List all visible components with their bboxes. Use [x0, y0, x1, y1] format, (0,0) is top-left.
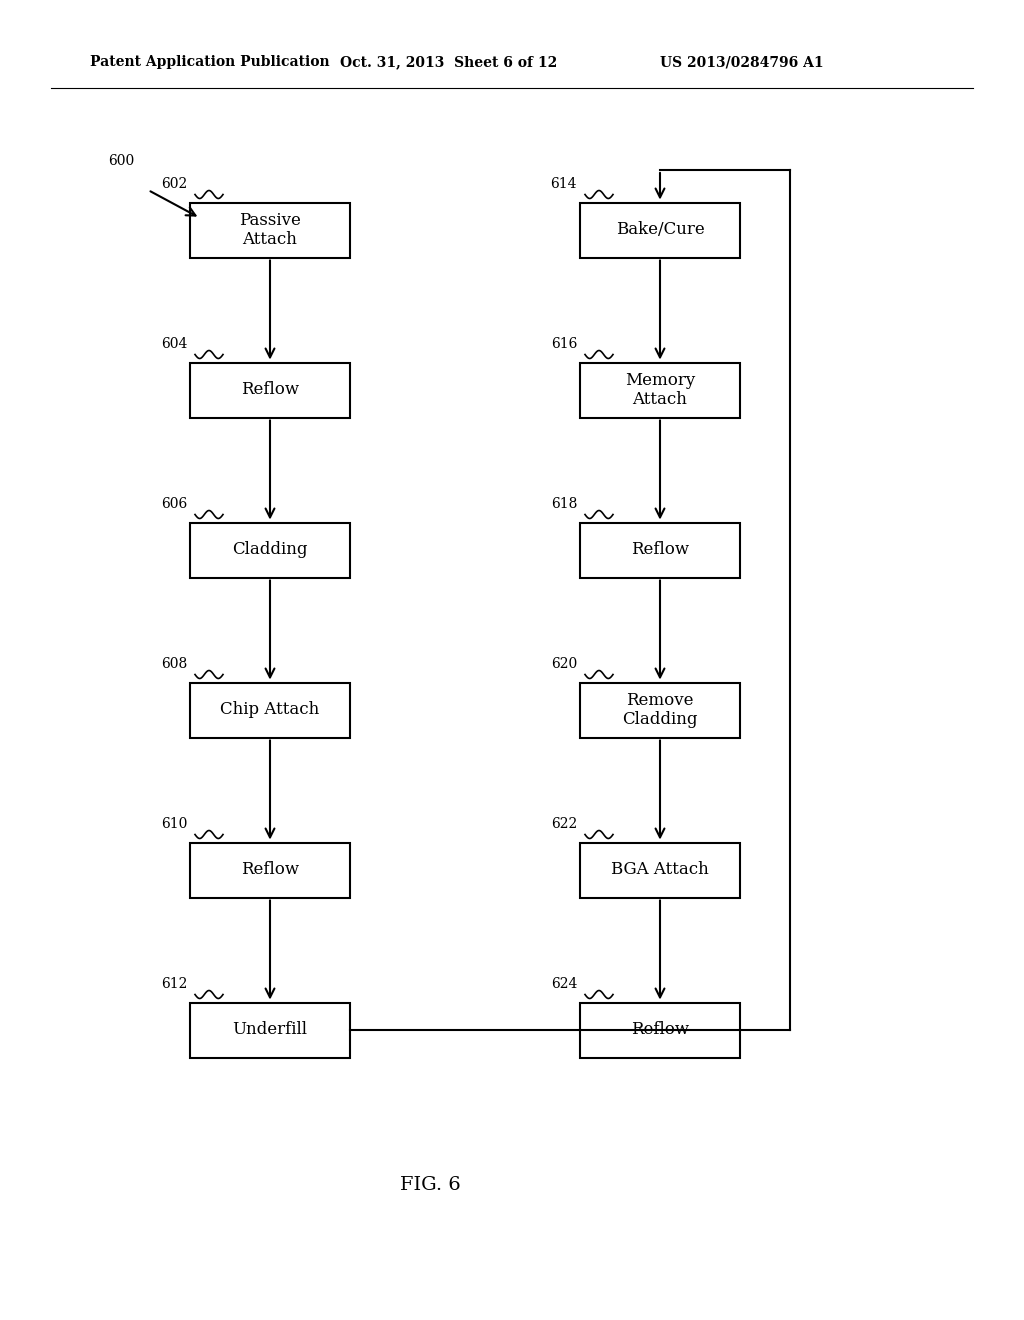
Bar: [190, 523, 350, 578]
Text: 618: 618: [551, 496, 577, 511]
Text: 602: 602: [161, 177, 187, 190]
Text: Reflow: Reflow: [631, 541, 689, 558]
Text: 612: 612: [161, 977, 187, 990]
Text: 624: 624: [551, 977, 577, 990]
Text: Passive
Attach: Passive Attach: [239, 211, 301, 248]
Text: 604: 604: [161, 337, 187, 351]
Bar: [190, 1002, 350, 1057]
Bar: [580, 842, 740, 898]
Text: Remove
Cladding: Remove Cladding: [623, 692, 697, 729]
Text: Memory
Attach: Memory Attach: [625, 372, 695, 408]
Text: 600: 600: [108, 154, 134, 168]
Bar: [190, 842, 350, 898]
Text: Reflow: Reflow: [241, 862, 299, 879]
Text: 616: 616: [551, 337, 577, 351]
Text: Bake/Cure: Bake/Cure: [615, 222, 705, 239]
Text: 610: 610: [161, 817, 187, 830]
Text: Chip Attach: Chip Attach: [220, 701, 319, 718]
Bar: [580, 202, 740, 257]
Text: 620: 620: [551, 656, 577, 671]
Text: FIG. 6: FIG. 6: [399, 1176, 461, 1195]
Bar: [190, 682, 350, 738]
Text: 622: 622: [551, 817, 577, 830]
Bar: [580, 1002, 740, 1057]
Text: 606: 606: [161, 496, 187, 511]
Text: BGA Attach: BGA Attach: [611, 862, 709, 879]
Text: US 2013/0284796 A1: US 2013/0284796 A1: [660, 55, 823, 69]
Text: Reflow: Reflow: [241, 381, 299, 399]
Bar: [580, 523, 740, 578]
Bar: [190, 202, 350, 257]
Text: Oct. 31, 2013  Sheet 6 of 12: Oct. 31, 2013 Sheet 6 of 12: [340, 55, 557, 69]
Text: Underfill: Underfill: [232, 1022, 307, 1039]
Text: Cladding: Cladding: [232, 541, 308, 558]
Bar: [580, 682, 740, 738]
Bar: [190, 363, 350, 417]
Text: 614: 614: [551, 177, 577, 190]
Text: 608: 608: [161, 656, 187, 671]
Bar: [580, 363, 740, 417]
Text: Reflow: Reflow: [631, 1022, 689, 1039]
Text: Patent Application Publication: Patent Application Publication: [90, 55, 330, 69]
